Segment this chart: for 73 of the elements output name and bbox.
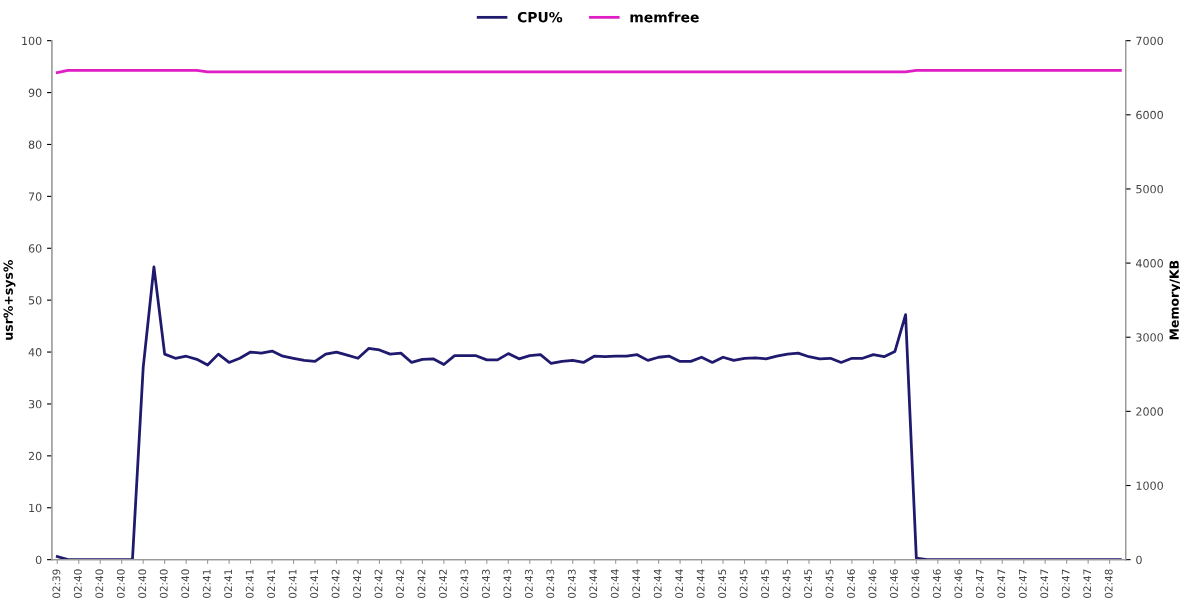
x-tick-label: 02:43 — [503, 569, 512, 599]
x-tick-label: 02:46 — [847, 569, 855, 599]
line-series — [55, 265, 1122, 560]
x-tick-label: 02:41 — [224, 569, 233, 599]
legend-label: memfree — [630, 11, 699, 23]
x-tick-label: 02:47 — [997, 569, 1006, 599]
x-tick-label: 02:43 — [567, 569, 576, 599]
x-tick-label: 02:47 — [975, 569, 984, 599]
y-tick-label: 0 — [35, 555, 42, 565]
x-tick-label: 02:46 — [932, 569, 941, 599]
x-tick-label: 02:41 — [288, 569, 297, 599]
legend-label: CPU% — [517, 11, 563, 23]
x-tick-label: 02:48 — [1104, 569, 1113, 599]
x-tick-label: 02:41 — [267, 569, 276, 599]
y-tick-label: 20 — [28, 451, 42, 461]
x-tick-label: 02:45 — [739, 569, 748, 599]
x-tick-label: 02:42 — [353, 569, 361, 599]
x-tick-label: 02:43 — [481, 569, 490, 599]
x-tick-label: 02:46 — [868, 569, 877, 599]
x-tick-label: 02:47 — [1040, 569, 1049, 599]
x-tick-label: 02:41 — [245, 569, 254, 599]
y-tick-label: 100 — [22, 36, 42, 46]
y2-tick-label: 0 — [1136, 555, 1142, 565]
x-tick-label: 02:41 — [310, 569, 319, 599]
x-tick-label: 02:40 — [181, 569, 190, 599]
x-tick-label: 02:43 — [460, 569, 469, 599]
x-tick-label: 02:45 — [718, 569, 727, 599]
x-tick-label: 02:43 — [524, 569, 533, 599]
x-tick-label: 02:47 — [1018, 569, 1027, 599]
x-tick-label: 02:46 — [954, 569, 963, 599]
y2-tick-label: 2000 — [1136, 407, 1163, 416]
x-tick-label: 02:42 — [374, 569, 383, 599]
x-tick-label: 02:46 — [911, 569, 920, 599]
x-tick-label: 02:44 — [589, 569, 598, 599]
y-tick-label: 90 — [28, 88, 42, 97]
x-tick-label: 02:45 — [825, 569, 834, 599]
y-tick-label: 50 — [28, 296, 42, 305]
y2-tick-label: 5000 — [1136, 184, 1163, 194]
x-tick-label: 02:45 — [761, 569, 770, 599]
y2-tick-label: 1000 — [1136, 481, 1163, 490]
x-tick-label: 02:47 — [1083, 569, 1092, 599]
y2-tick-label: 3000 — [1136, 333, 1163, 342]
x-tick-label: 02:42 — [331, 569, 340, 599]
x-tick-label: 02:47 — [1061, 569, 1070, 599]
x-tick-label: 02:41 — [202, 569, 211, 599]
y2-tick-label: 6000 — [1136, 110, 1163, 120]
x-tick-label: 02:44 — [610, 569, 619, 599]
x-tick-label: 02:45 — [782, 569, 791, 599]
x-tick-label: 02:46 — [890, 569, 898, 599]
x-tick-label: 02:44 — [653, 569, 662, 599]
x-tick-label: 02:40 — [138, 569, 147, 599]
y2-tick-label: 7000 — [1136, 36, 1163, 46]
x-tick-label: 02:44 — [675, 569, 684, 599]
y-tick-label: 10 — [29, 503, 42, 513]
x-tick-label: 02:42 — [396, 569, 404, 599]
x-tick-label: 02:40 — [116, 569, 125, 599]
y2-tick-label: 4000 — [1135, 259, 1163, 268]
x-tick-label: 02:40 — [95, 569, 104, 599]
x-tick-label: 02:40 — [159, 569, 168, 599]
y-tick-label: 40 — [28, 348, 42, 357]
y-tick-label: 60 — [28, 244, 42, 253]
y-tick-label: 30 — [28, 399, 42, 409]
x-tick-label: 02:45 — [804, 569, 812, 599]
y-axis-title: usr%+sys% — [3, 260, 16, 340]
x-tick-label: 02:40 — [73, 569, 82, 599]
x-tick-label: 02:42 — [417, 569, 426, 599]
x-tick-label: 02:44 — [632, 569, 641, 599]
x-tick-label: 02:42 — [439, 569, 447, 599]
x-tick-label: 02:44 — [696, 569, 705, 599]
y-tick-label: 70 — [28, 192, 42, 201]
x-tick-label: 02:39 — [52, 569, 61, 599]
y-tick-label: 80 — [28, 140, 42, 149]
x-tick-label: 02:43 — [546, 569, 555, 599]
